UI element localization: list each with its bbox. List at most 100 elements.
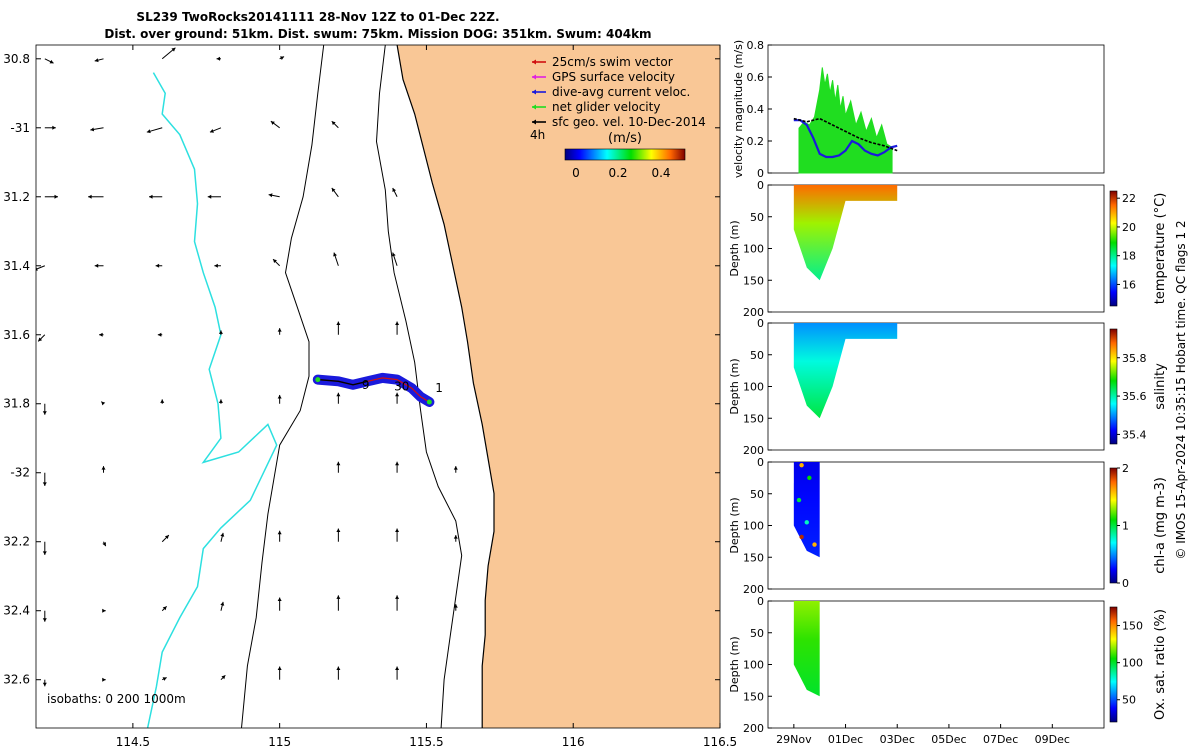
current-arrow (395, 666, 400, 680)
current-arrow (277, 328, 282, 335)
legend-item: sfc geo. vel. 10-Dec-2014 (532, 115, 706, 129)
chart-title-line1: SL239 TwoRocks20141111 28-Nov 12Z to 01-… (136, 10, 499, 24)
map-ytick-label: -31 (10, 121, 30, 135)
current-arrow (453, 466, 458, 473)
section-sample (799, 462, 804, 468)
ytick-label: 0 (757, 317, 764, 330)
current-arrow (453, 604, 458, 611)
ytick-label: 150 (743, 274, 764, 287)
colorbar-tick-label: 100 (1122, 657, 1143, 670)
panel-frame (767, 600, 1105, 729)
current-arrow (42, 541, 47, 555)
oxygen-panel: 0 50 100 150 200 Depth (m) 50 100 150 Ox. sat. ra… (728, 595, 1168, 746)
map-colorbar-tick-1: 0.2 (608, 166, 627, 180)
track-end-marker (426, 399, 432, 405)
ytick-label: 200 (743, 306, 764, 319)
colorbar-tick-label: 16 (1122, 278, 1136, 291)
current-arrow (395, 461, 400, 473)
current-arrow (94, 263, 104, 268)
current-arrow (42, 679, 47, 687)
current-arrow (277, 597, 282, 611)
ytick-label: 0.4 (747, 103, 765, 116)
current-arrow (44, 125, 56, 130)
ytick-label: 200 (743, 722, 764, 735)
current-arrow (216, 56, 221, 61)
current-arrow (220, 532, 225, 542)
current-arrow (102, 541, 107, 547)
colorbar-tick-label: 35.4 (1122, 428, 1147, 441)
map-colorbar (564, 148, 686, 161)
ytick-label: 0.8 (747, 39, 765, 52)
colorbar-tick-label: 2 (1122, 462, 1129, 475)
current-arrow (149, 194, 163, 199)
current-arrow (220, 674, 226, 681)
current-arrow (391, 252, 398, 266)
current-arrow (395, 595, 400, 611)
map-frame (35, 44, 721, 729)
section-ylabel: Depth (m) (728, 220, 741, 276)
xtick-label: 07Dec (983, 733, 1018, 746)
map-ytick-label: 31.2 (3, 190, 30, 204)
legend-arrowhead (532, 104, 536, 110)
legend-arrowhead (532, 89, 536, 95)
colorbar-tick-label: 0 (1122, 577, 1129, 590)
temperature-panel: 0 50 100 150 200 Depth (m) 16 18 20 22 temperature… (728, 179, 1168, 319)
velocity-ylabel: velocity magnitude (m/s) (732, 40, 745, 178)
current-arrow (42, 403, 47, 415)
isobath-legend: isobaths: 0 200 1000m (47, 692, 186, 706)
colorbar-tick-label: 22 (1122, 192, 1136, 205)
xtick-label: 03Dec (880, 733, 915, 746)
current-arrow (209, 127, 222, 133)
xtick-label: 29Nov (776, 733, 812, 746)
section-ylabel: Depth (m) (728, 358, 741, 414)
current-arrow (161, 47, 176, 60)
current-arrow (392, 187, 398, 198)
current-arrow (94, 58, 104, 63)
map-ytick-label: 32.4 (3, 604, 30, 618)
current-arrow (331, 187, 339, 198)
isobath-1000m (146, 72, 278, 728)
colorbar-tick-label: 150 (1122, 620, 1143, 633)
current-velocity-series (793, 119, 898, 159)
legend-arrowhead (532, 74, 536, 80)
chart-title-line2: Dist. over ground: 51km. Dist. swum: 75k… (104, 27, 651, 41)
current-arrow (207, 194, 221, 199)
current-arrow (100, 401, 106, 406)
current-arrow (336, 528, 341, 542)
current-arrow (157, 332, 163, 337)
ytick-label: 200 (743, 583, 764, 596)
isobath-200m (241, 45, 325, 728)
section-sample (804, 520, 809, 525)
legend-scale-label: 4h (530, 128, 545, 142)
current-arrow (218, 330, 223, 335)
colorbar-label: temperature (°C) (1153, 193, 1168, 305)
current-arrow (102, 677, 106, 682)
current-arrow (161, 534, 170, 543)
map-xtick-label: 116.5 (703, 735, 737, 749)
legend-item: GPS surface velocity (532, 70, 675, 84)
ytick-label: 50 (750, 211, 764, 224)
panel-frame (767, 461, 1105, 590)
mean-velocity-series (793, 117, 898, 152)
legend-arrowhead (532, 119, 536, 125)
section-sample (812, 542, 817, 547)
xtick-label: 05Dec (931, 733, 966, 746)
track-label: 9 (362, 378, 370, 392)
ytick-label: 50 (750, 627, 764, 640)
current-arrow (277, 530, 282, 542)
current-arrow (162, 677, 167, 681)
ytick-label: 100 (743, 659, 764, 672)
current-arrow (155, 263, 163, 268)
colorbar-tick-label: 20 (1122, 221, 1136, 234)
current-arrow (146, 127, 163, 134)
map-ytick-label: 31.8 (3, 397, 30, 411)
legend-label: GPS surface velocity (552, 70, 675, 84)
current-arrow (395, 392, 400, 404)
map-colorbar-unit: (m/s) (608, 131, 642, 146)
isobath-0m (375, 45, 463, 728)
current-arrow (336, 321, 341, 335)
coastline (396, 45, 495, 728)
ytick-label: 150 (743, 412, 764, 425)
current-arrow (102, 608, 106, 613)
